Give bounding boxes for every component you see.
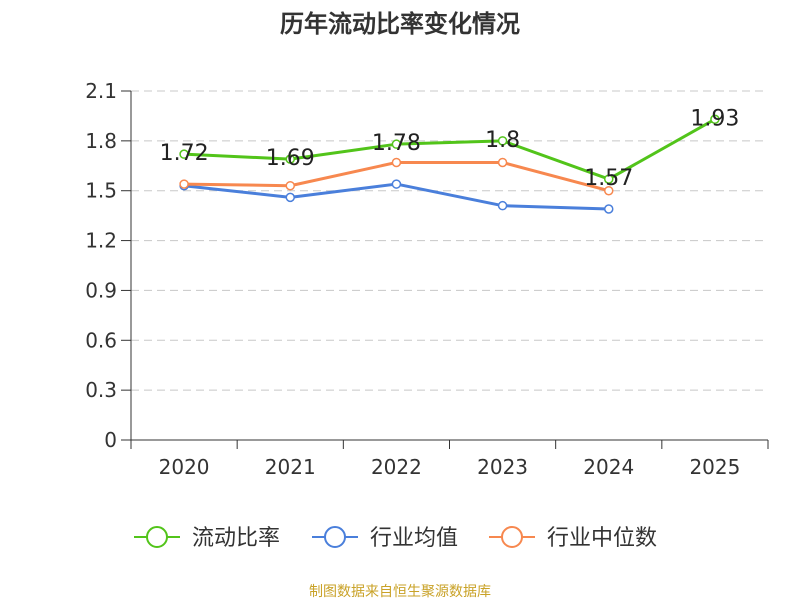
data-point — [604, 174, 614, 184]
legend-label: 流动比率 — [192, 526, 280, 551]
data-label: 1.78 — [372, 131, 421, 156]
data-point — [497, 200, 508, 211]
data-point — [497, 136, 508, 146]
y-tick-label: 1.2 — [85, 229, 117, 253]
legend-marker — [324, 526, 346, 548]
legend-label: 行业均值 — [370, 526, 458, 551]
source-note: 制图数据来自恒生聚源数据库 — [309, 584, 491, 600]
y-tick-label: 0.3 — [85, 378, 117, 402]
series-lines — [179, 114, 720, 214]
data-label: 1.93 — [690, 106, 739, 131]
y-tick-label: 2.1 — [85, 79, 117, 103]
y-tick-label: 0.6 — [85, 328, 117, 352]
data-point — [179, 179, 189, 189]
y-tick-label: 1.5 — [85, 179, 117, 203]
legend-marker — [146, 526, 168, 548]
data-point — [710, 114, 720, 125]
data-point — [604, 185, 614, 196]
legend: 流动比率 行业均值 行业中位数 — [134, 526, 657, 551]
data-label: 1.72 — [160, 141, 209, 166]
data-point — [285, 192, 295, 203]
chart-title: 历年流动比率变化情况 — [280, 10, 520, 38]
data-point — [391, 157, 402, 168]
data-point — [285, 180, 295, 191]
data-label: 1.57 — [584, 166, 633, 191]
data-labels: 1.72 1.69 1.78 1.8 1.57 1.93 — [160, 106, 740, 191]
x-tick-label: 2025 — [689, 455, 740, 479]
gridlines — [131, 90, 768, 391]
y-tick-label: 0.9 — [85, 278, 117, 302]
axes: 0 0.3 0.6 0.9 1.2 1.5 1.8 2.1 2020 2021 2022 2023 20… — [85, 79, 769, 479]
legend-label: 行业中位数 — [547, 526, 657, 551]
x-tick-label: 2021 — [265, 455, 316, 479]
x-tick-label: 2020 — [159, 455, 210, 479]
data-point — [391, 179, 402, 189]
x-tick-label: 2023 — [477, 455, 528, 479]
data-point — [285, 154, 295, 164]
y-tick-label: 0 — [104, 428, 117, 452]
data-point — [497, 157, 508, 168]
data-label: 1.8 — [485, 128, 520, 153]
data-label: 1.69 — [266, 146, 315, 171]
series-line — [184, 117, 716, 181]
legend-marker — [501, 526, 523, 548]
data-point — [604, 204, 614, 214]
y-tick-label: 1.8 — [85, 129, 117, 153]
x-tick-label: 2024 — [583, 455, 634, 479]
data-point — [391, 139, 402, 149]
data-point — [179, 149, 189, 159]
x-tick-label: 2022 — [371, 455, 422, 479]
